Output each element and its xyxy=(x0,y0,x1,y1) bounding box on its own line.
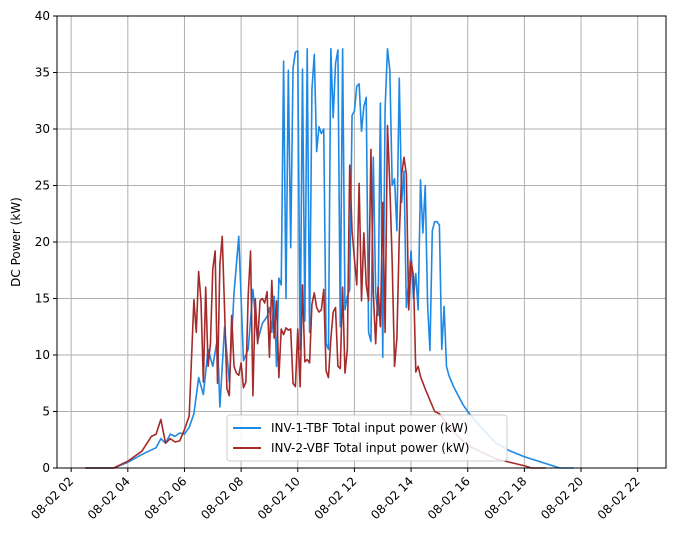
y-tick-label: 40 xyxy=(35,9,50,23)
y-tick-label: 30 xyxy=(35,122,50,136)
y-tick-label: 15 xyxy=(35,292,50,306)
legend: INV-1-TBF Total input power (kW) INV-2-V… xyxy=(226,414,508,462)
series-line-inv-1 xyxy=(85,47,574,469)
series-group xyxy=(85,47,574,469)
legend-box xyxy=(226,414,508,462)
y-tick-label: 35 xyxy=(35,66,50,80)
legend-label-inv-1: INV-1-TBF Total input power (kW) xyxy=(271,421,468,435)
y-axis-title: DC Power (kW) xyxy=(9,197,23,287)
legend-label-inv-2: INV-2-VBF Total input power (kW) xyxy=(271,441,469,455)
y-tick-label: 20 xyxy=(35,235,50,249)
y-tick-label: 10 xyxy=(35,348,50,362)
y-tick-label: 0 xyxy=(42,461,50,475)
y-axis: 0 5 10 15 20 25 30 35 40 xyxy=(35,9,57,475)
series-line-inv-2 xyxy=(85,124,546,469)
y-tick-label: 5 xyxy=(42,405,50,419)
y-tick-label: 25 xyxy=(35,179,50,193)
